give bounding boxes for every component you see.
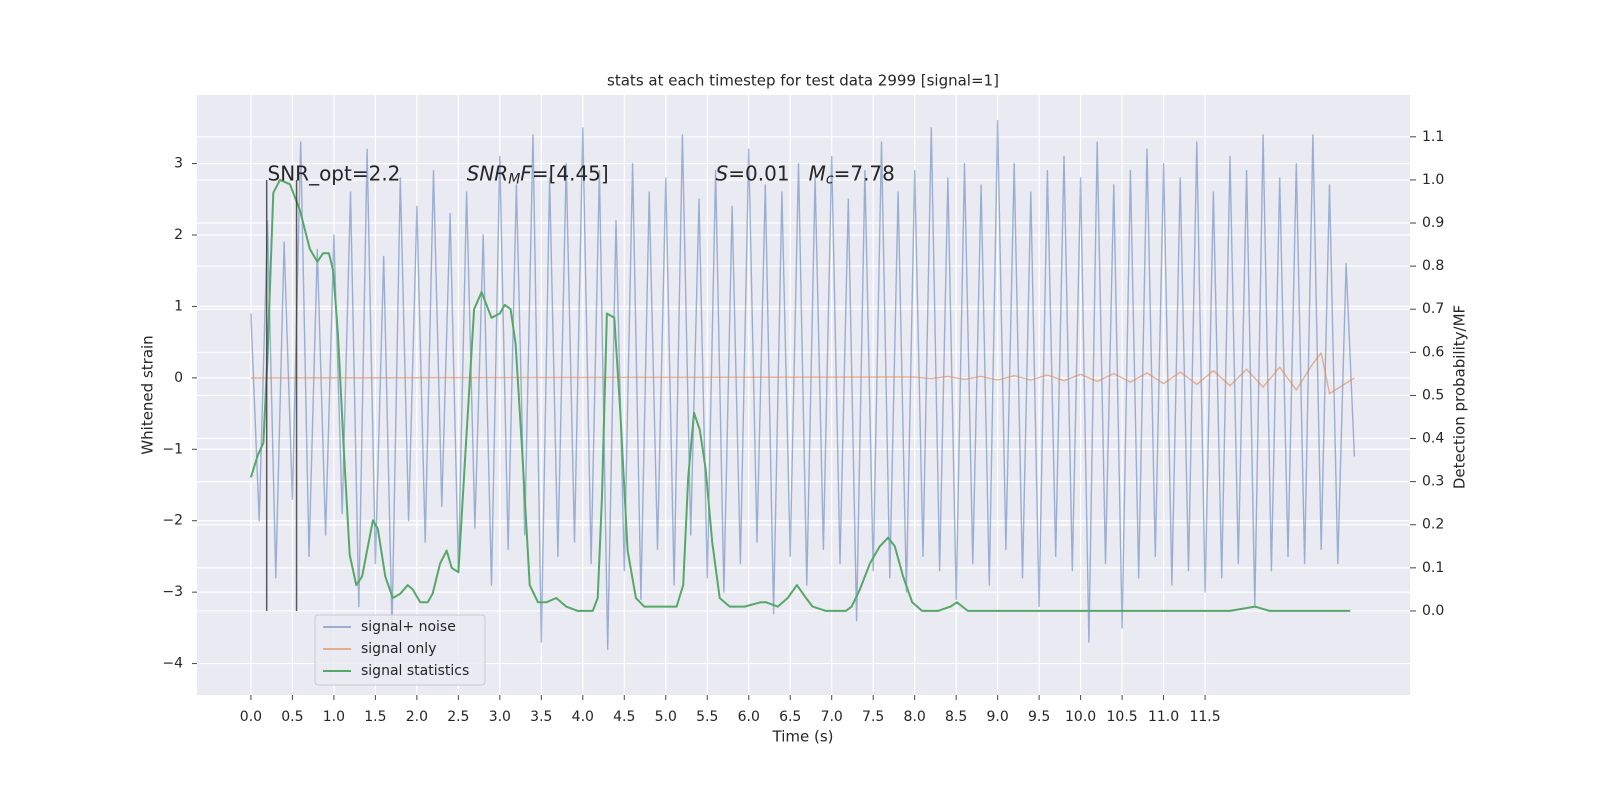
annotation-part: F [520, 161, 532, 185]
annotation-part: M [809, 161, 826, 185]
annotation: SNRMF=[4.45] [467, 161, 609, 188]
y-tick-label: −1 [162, 441, 183, 457]
y-tick-label: 2 [174, 227, 183, 243]
x-tick-label: 6.0 [738, 709, 760, 725]
x-tick-label: 8.0 [904, 709, 926, 725]
y2-tick-label: 0.5 [1422, 387, 1444, 403]
legend-label: signal only [361, 641, 436, 657]
x-tick-label: 1.5 [364, 709, 386, 725]
x-tick-label: 7.0 [821, 709, 843, 725]
y2-tick-label: 0.8 [1422, 258, 1444, 274]
y-tick-label: 0 [174, 370, 183, 386]
x-tick-label: 5.0 [655, 709, 677, 725]
x-tick-label: 0.0 [240, 709, 262, 725]
x-tick-label: 8.5 [945, 709, 967, 725]
series-line [250, 119, 1356, 650]
x-tick-label: 5.5 [696, 709, 718, 725]
annotation-part: =7.78 [834, 161, 895, 185]
y-tick-label: −2 [162, 513, 183, 529]
y2-tick-label: 0.4 [1422, 431, 1444, 447]
x-tick-label: 4.5 [613, 709, 635, 725]
annotation: S=0.01 Mc=7.78 [716, 161, 895, 188]
y2-tick-label: 0.0 [1422, 603, 1444, 619]
annotation-part: SNR_opt=2.2 [268, 161, 401, 185]
x-tick-label: 1.0 [323, 709, 345, 725]
annotation-part: c [826, 171, 834, 187]
annotation-part: M [508, 171, 520, 187]
series-line [250, 352, 1355, 395]
y2-tick-label: 0.2 [1422, 517, 1444, 533]
x-tick-label: 3.5 [530, 709, 552, 725]
x-tick-label: 3.0 [489, 709, 511, 725]
x-tick-label: 2.5 [447, 709, 469, 725]
annotation: SNR_opt=2.2 [268, 161, 401, 185]
x-tick-label: 4.0 [572, 709, 594, 725]
annotation-part: S [716, 161, 729, 185]
x-tick-label: 11.0 [1148, 709, 1179, 725]
y2-tick-label: 0.9 [1422, 215, 1444, 231]
y2-axis-label: Detection probability/MF [1451, 305, 1469, 489]
y-tick-label: 3 [174, 156, 183, 172]
y2-tick-label: 1.1 [1422, 129, 1444, 145]
x-tick-label: 10.0 [1065, 709, 1096, 725]
y-axis-label: Whitened strain [139, 335, 157, 454]
y2-tick-label: 0.3 [1422, 474, 1444, 490]
legend-label: signal+ noise [361, 619, 456, 635]
x-tick-label: 7.5 [862, 709, 884, 725]
annotation-part: =0.01 [728, 161, 808, 185]
annotation-part: SNR [467, 161, 509, 185]
legend: signal+ noise signal only signal statistic… [314, 614, 486, 686]
y2-tick-label: 1.0 [1422, 172, 1444, 188]
y2-tick-label: 0.7 [1422, 301, 1444, 317]
x-tick-label: 2.0 [406, 709, 428, 725]
x-tick-label: 9.5 [1028, 709, 1050, 725]
chart-title: stats at each timestep for test data 299… [607, 72, 999, 90]
legend-label: signal statistics [361, 663, 469, 679]
x-tick-label: 6.5 [779, 709, 801, 725]
y-tick-label: 1 [174, 298, 183, 314]
annotation-part: =[4.45] [532, 161, 609, 185]
y2-tick-label: 0.6 [1422, 344, 1444, 360]
series-line [249, 178, 1351, 612]
x-tick-label: 11.5 [1189, 709, 1220, 725]
legend-box [314, 614, 486, 686]
y-tick-label: −3 [162, 584, 183, 600]
x-tick-label: 10.5 [1107, 709, 1138, 725]
x-tick-label: 0.5 [281, 709, 303, 725]
y-tick-label: −4 [162, 656, 183, 672]
x-axis-label: Time (s) [772, 728, 834, 746]
y2-tick-label: 0.1 [1422, 560, 1444, 576]
x-tick-label: 9.0 [987, 709, 1009, 725]
